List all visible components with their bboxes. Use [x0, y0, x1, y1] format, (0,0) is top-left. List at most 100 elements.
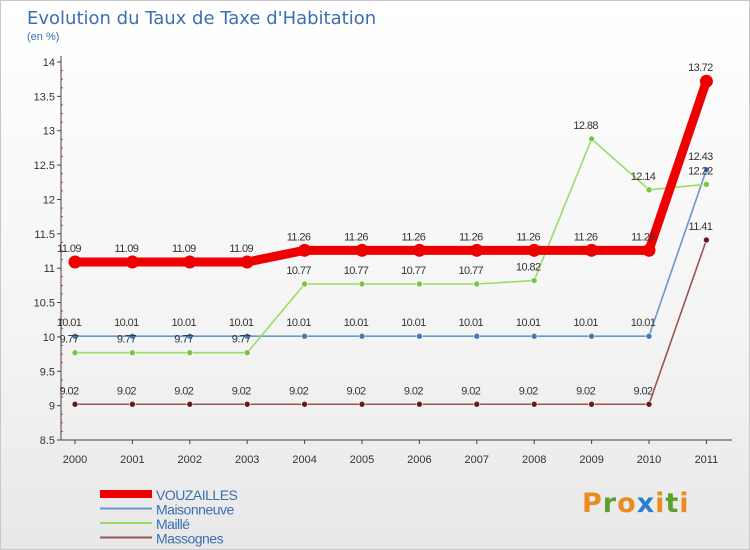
- data-point: [358, 332, 366, 340]
- data-label: 9.02: [404, 385, 423, 397]
- x-tick-label: 2006: [407, 454, 431, 466]
- y-tick-label: 8.5: [40, 435, 55, 447]
- data-label: 10.01: [344, 317, 369, 329]
- y-tick-label: 10.5: [34, 298, 55, 310]
- data-point: [645, 332, 653, 340]
- data-point: [473, 332, 481, 340]
- x-tick-label: 2007: [465, 454, 489, 466]
- data-label: 11.09: [172, 243, 196, 255]
- data-point: [68, 255, 82, 269]
- data-label: 10.01: [401, 317, 426, 329]
- data-label: 10.77: [459, 265, 484, 277]
- data-label: 10.01: [172, 317, 197, 329]
- data-point: [243, 332, 251, 340]
- data-point: [358, 280, 366, 288]
- series-line-maillé: [74, 138, 708, 354]
- data-label: 10.77: [344, 265, 369, 277]
- data-point: [355, 243, 369, 257]
- data-point: [301, 280, 308, 288]
- data-point: [183, 255, 197, 269]
- data-label: 9.02: [289, 385, 308, 397]
- data-label: 12.43: [688, 151, 713, 163]
- data-label: 10.01: [459, 317, 484, 329]
- data-point: [129, 332, 136, 340]
- x-tick-label: 2004: [292, 454, 316, 466]
- data-label: 9.02: [59, 385, 78, 397]
- y-tick-label: 9: [49, 401, 55, 413]
- proxiti-logo: Proxiti: [582, 488, 690, 519]
- data-point: [530, 400, 538, 408]
- data-point: [358, 400, 366, 408]
- chart-title: Evolution du Taux de Taxe d'Habitation: [27, 8, 376, 29]
- data-label: 10.01: [114, 317, 139, 329]
- data-point: [703, 236, 710, 244]
- y-tick-label: 11: [44, 263, 55, 275]
- series-line-maisonneuve: [74, 169, 708, 338]
- data-label: 12.14: [631, 171, 656, 183]
- data-point: [129, 400, 136, 408]
- data-label: 10.01: [516, 317, 541, 329]
- x-tick-label: 2010: [637, 454, 661, 466]
- data-point: [298, 243, 312, 257]
- data-label: 9.02: [576, 385, 595, 397]
- data-label: 11.26: [516, 231, 540, 243]
- y-tick-label: 13.5: [34, 91, 55, 103]
- data-label: 12.88: [573, 120, 598, 132]
- y-tick-label: 9.5: [40, 366, 55, 378]
- logo-letter: i: [655, 488, 666, 519]
- data-point: [186, 400, 194, 408]
- data-label: 9.02: [232, 385, 251, 397]
- data-label: 10.01: [57, 317, 82, 329]
- data-point: [473, 400, 481, 408]
- data-label: 11.41: [689, 221, 713, 233]
- logo-letter: i: [679, 488, 690, 519]
- data-label: 10.01: [229, 317, 254, 329]
- series-line-vouzailles: [70, 76, 711, 267]
- logo-letter: o: [617, 488, 637, 519]
- data-label: 9.77: [174, 334, 193, 346]
- x-tick-label: 2005: [350, 454, 374, 466]
- data-point: [186, 349, 194, 357]
- x-tick-label: 2009: [579, 454, 603, 466]
- y-tick-label: 13: [43, 126, 55, 138]
- data-label: 10.77: [286, 265, 311, 277]
- x-tick-label: 2002: [178, 454, 202, 466]
- data-label: 10.01: [286, 317, 311, 329]
- x-tick-label: 2000: [63, 454, 87, 466]
- legend-label: VOUZAILLES: [156, 487, 238, 503]
- y-tick-label: 12: [43, 194, 55, 206]
- data-label: 10.01: [631, 317, 656, 329]
- data-point: [412, 243, 426, 257]
- data-point: [645, 186, 653, 194]
- data-label: 11.26: [402, 231, 426, 243]
- x-tick-label: 2003: [235, 454, 259, 466]
- legend-label: Maillé: [156, 516, 190, 532]
- data-point: [129, 349, 136, 357]
- chart-subtitle: (en %): [27, 31, 59, 43]
- x-tick-label: 2001: [120, 454, 144, 466]
- data-label: 10.82: [516, 262, 541, 274]
- y-tick-label: 12.5: [34, 160, 55, 172]
- data-point: [71, 400, 79, 408]
- data-point: [186, 332, 194, 340]
- data-label: 11.09: [115, 243, 139, 255]
- data-label: 11.26: [574, 231, 598, 243]
- data-point: [703, 166, 710, 174]
- data-point: [588, 135, 595, 143]
- data-point: [470, 243, 484, 257]
- data-point: [530, 277, 538, 284]
- data-label: 11.26: [344, 231, 368, 243]
- y-tick-label: 11.5: [34, 229, 55, 241]
- data-label: 9.02: [174, 385, 193, 397]
- logo-letter: t: [665, 488, 680, 519]
- data-point: [588, 400, 595, 408]
- data-point: [588, 332, 595, 340]
- data-point: [703, 181, 710, 188]
- data-point: [530, 332, 538, 340]
- x-tick-label: 2008: [522, 454, 546, 466]
- data-point: [642, 243, 656, 257]
- legend-label: Maisonneuve: [156, 502, 234, 518]
- x-tick-label: 2011: [695, 454, 719, 466]
- data-label: 9.02: [519, 385, 538, 397]
